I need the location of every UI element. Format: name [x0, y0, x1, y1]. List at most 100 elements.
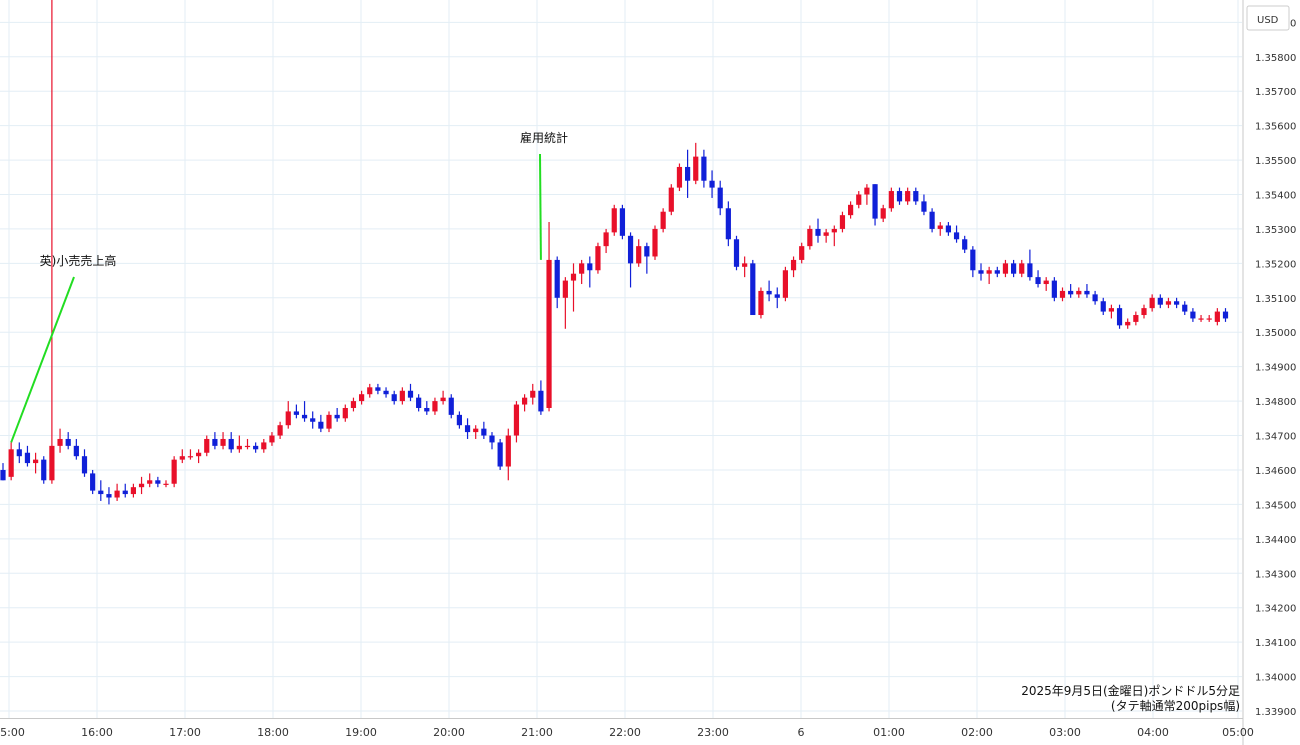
candle[interactable] — [334, 407, 340, 422]
candle[interactable] — [921, 194, 927, 216]
candle[interactable] — [668, 184, 674, 216]
candle[interactable] — [122, 483, 128, 498]
candle[interactable] — [945, 222, 951, 236]
candle[interactable] — [481, 421, 487, 439]
candle[interactable] — [220, 432, 226, 450]
candle[interactable] — [644, 242, 650, 274]
candles[interactable] — [0, 0, 1229, 505]
candle[interactable] — [888, 187, 894, 212]
candle[interactable] — [138, 476, 145, 495]
candle[interactable] — [595, 242, 601, 274]
candle[interactable] — [98, 480, 104, 501]
candle[interactable] — [1133, 311, 1139, 326]
candle[interactable] — [212, 432, 218, 450]
candle[interactable] — [1059, 287, 1066, 302]
candle[interactable] — [228, 432, 234, 453]
candle[interactable] — [456, 411, 462, 429]
candle[interactable] — [1035, 270, 1041, 288]
candle[interactable] — [652, 225, 658, 260]
candle[interactable] — [848, 201, 854, 219]
candle[interactable] — [367, 383, 373, 398]
candle[interactable] — [1206, 315, 1212, 322]
candle[interactable] — [676, 163, 683, 192]
candle[interactable] — [253, 442, 259, 453]
candle[interactable] — [1027, 249, 1033, 281]
candle[interactable] — [709, 170, 715, 198]
candle[interactable] — [90, 469, 96, 495]
candle[interactable] — [1141, 304, 1147, 319]
candle[interactable] — [717, 180, 723, 216]
candle[interactable] — [522, 394, 528, 412]
candle[interactable] — [505, 428, 511, 481]
candle[interactable] — [913, 187, 919, 205]
candle[interactable] — [1076, 287, 1082, 298]
candle[interactable] — [1222, 308, 1229, 322]
candle[interactable] — [1174, 297, 1180, 309]
candle[interactable] — [407, 383, 414, 402]
candle[interactable] — [905, 187, 911, 205]
candle[interactable] — [693, 142, 699, 185]
candle[interactable] — [1092, 290, 1098, 305]
candle[interactable] — [1190, 308, 1196, 322]
candle[interactable] — [375, 383, 381, 395]
candle[interactable] — [986, 266, 992, 285]
candle[interactable] — [636, 239, 642, 267]
candle[interactable] — [301, 401, 308, 422]
candle[interactable] — [1125, 318, 1131, 329]
candle[interactable] — [57, 428, 63, 453]
candle[interactable] — [953, 225, 960, 243]
candle[interactable] — [114, 483, 120, 501]
candle[interactable] — [244, 438, 251, 450]
candle[interactable] — [293, 404, 299, 419]
candle[interactable] — [864, 184, 870, 205]
candle[interactable] — [831, 225, 837, 247]
candle[interactable] — [16, 442, 22, 464]
candle[interactable] — [978, 263, 984, 281]
candle[interactable] — [448, 394, 454, 419]
candle[interactable] — [1051, 277, 1057, 302]
candle[interactable] — [1182, 301, 1188, 316]
candle[interactable] — [1214, 308, 1220, 326]
candle[interactable] — [742, 256, 748, 278]
candle[interactable] — [0, 463, 6, 481]
candle[interactable] — [65, 432, 71, 450]
candle[interactable] — [701, 149, 707, 188]
candle[interactable] — [269, 432, 275, 446]
candle[interactable] — [310, 411, 316, 429]
candle[interactable] — [579, 259, 585, 285]
candle[interactable] — [896, 187, 903, 205]
candle[interactable] — [1149, 294, 1155, 312]
candle[interactable] — [962, 235, 968, 254]
candle[interactable] — [318, 414, 324, 433]
price-axis[interactable]: 1.359001.358001.357001.356001.355001.354… — [1242, 0, 1296, 745]
candle[interactable] — [196, 449, 202, 464]
candle[interactable] — [587, 256, 593, 288]
candle[interactable] — [530, 383, 536, 405]
candle[interactable] — [383, 387, 389, 398]
candle[interactable] — [750, 259, 756, 316]
candle[interactable] — [204, 435, 210, 457]
candle[interactable] — [546, 222, 552, 412]
candle[interactable] — [799, 242, 805, 264]
candle[interactable] — [106, 487, 112, 505]
candle[interactable] — [8, 442, 14, 481]
candle[interactable] — [570, 263, 577, 312]
candle[interactable] — [359, 390, 365, 405]
candle[interactable] — [1198, 315, 1204, 322]
candle[interactable] — [660, 208, 666, 233]
candle[interactable] — [1157, 294, 1163, 309]
candle[interactable] — [440, 390, 446, 405]
candle[interactable] — [1165, 297, 1172, 309]
candle[interactable] — [856, 191, 862, 209]
candle[interactable] — [1011, 259, 1017, 278]
candle[interactable] — [1019, 259, 1025, 278]
candle[interactable] — [1108, 304, 1114, 319]
candle[interactable] — [147, 473, 153, 488]
candle[interactable] — [538, 380, 544, 415]
candle[interactable] — [342, 404, 348, 422]
candle[interactable] — [49, 0, 55, 484]
candle[interactable] — [473, 425, 479, 439]
candle[interactable] — [815, 218, 821, 243]
candle[interactable] — [163, 480, 169, 488]
